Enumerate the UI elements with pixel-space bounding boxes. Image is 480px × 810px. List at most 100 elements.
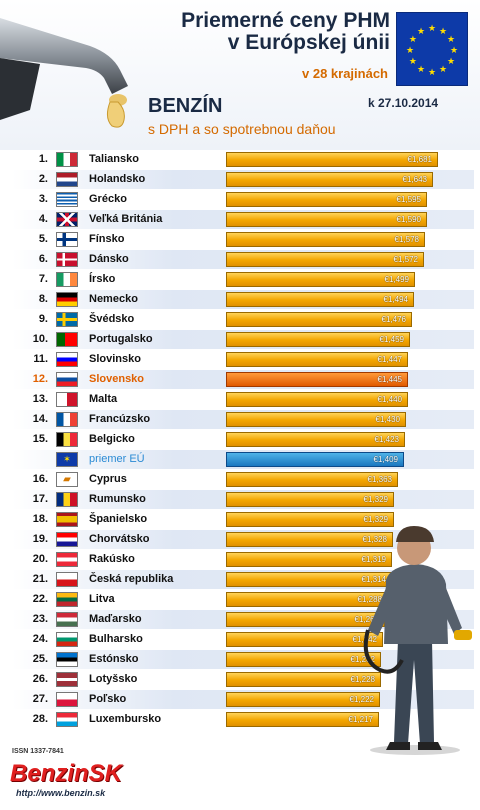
benzinsk-logo[interactable]: BenzinSK xyxy=(10,760,123,787)
rank-label: 17. xyxy=(32,493,48,505)
table-row: 25. Estónsko €1,232 xyxy=(12,650,474,669)
rank-label: 10. xyxy=(32,333,48,345)
svg-text:★: ★ xyxy=(406,45,414,55)
website-link[interactable]: http://www.benzin.sk xyxy=(16,788,106,798)
hr-flag-icon xyxy=(56,532,78,547)
countries-count: v 28 krajinách xyxy=(302,66,388,81)
gr-flag-icon xyxy=(56,192,78,207)
price-value-label: €1,319 xyxy=(361,555,386,564)
table-row: 13. Malta €1,440 xyxy=(12,390,474,409)
fi-flag-icon xyxy=(56,232,78,247)
table-row: 27. Poľsko €1,222 xyxy=(12,690,474,709)
rank-label: 24. xyxy=(32,633,48,645)
table-row: 1. Taliansko €1,681 xyxy=(12,150,474,169)
pl-flag-icon xyxy=(56,692,78,707)
table-row: 22. Litva €1,288 xyxy=(12,590,474,609)
country-name: Taliansko xyxy=(89,153,139,165)
se-flag-icon xyxy=(56,312,78,327)
price-bar: €1,572 xyxy=(226,252,424,267)
lu-flag-icon xyxy=(56,712,78,727)
rank-label: 3. xyxy=(38,193,48,205)
rank-label: 1. xyxy=(38,153,48,165)
country-name: Írsko xyxy=(89,273,116,285)
table-row: 2. Holandsko €1,643 xyxy=(12,170,474,189)
price-bar: €1,329 xyxy=(226,512,394,527)
fuel-type-label: BENZÍN xyxy=(148,95,223,117)
rank-label: 22. xyxy=(32,593,48,605)
price-bar: €1,494 xyxy=(226,292,414,307)
country-name: Estónsko xyxy=(89,653,139,665)
fuel-nozzle-icon xyxy=(0,18,128,128)
page-title: Priemerné ceny PHM v Európskej únii xyxy=(120,10,390,54)
rank-label: 23. xyxy=(32,613,48,625)
price-value-label: €1,643 xyxy=(402,175,427,184)
rank-label: 28. xyxy=(32,713,48,725)
price-value-label: €1,423 xyxy=(374,435,399,444)
country-name: Luxembursko xyxy=(89,713,162,725)
rank-label: 19. xyxy=(32,533,48,545)
price-value-label: €1,440 xyxy=(377,395,402,404)
eu-average-row: ✶ priemer EÚ €1,409 xyxy=(12,450,474,469)
price-bar: €1,319 xyxy=(226,552,392,567)
table-row: 10. Portugalsko €1,459 xyxy=(12,330,474,349)
table-row: 16. ▰ Cyprus €1,363 xyxy=(12,470,474,489)
rank-label: 11. xyxy=(33,353,48,365)
table-row: 20. Rakúsko €1,319 xyxy=(12,550,474,569)
fr-flag-icon xyxy=(56,412,78,427)
price-value-label: €1,499 xyxy=(384,275,409,284)
price-bar: €1,440 xyxy=(226,392,408,407)
svg-text:★: ★ xyxy=(428,23,436,33)
table-row: 12. Slovensko €1,445 xyxy=(12,370,474,389)
rank-label: 26. xyxy=(32,673,48,685)
svg-text:★: ★ xyxy=(450,45,458,55)
gb-flag-icon xyxy=(56,212,78,227)
title-line-1: Priemerné ceny PHM xyxy=(181,9,390,32)
svg-text:★: ★ xyxy=(417,26,425,36)
price-bar: €1,643 xyxy=(226,172,433,187)
rank-label: 7. xyxy=(38,273,48,285)
price-bar: €1,578 xyxy=(226,232,425,247)
price-value-label: €1,681 xyxy=(407,155,432,164)
rank-label: 20. xyxy=(32,553,48,565)
price-value-label: €1,445 xyxy=(377,375,402,384)
bg-flag-icon xyxy=(56,632,78,647)
sk-flag-icon xyxy=(56,372,78,387)
rank-label: 27. xyxy=(32,693,48,705)
country-name: Rumunsko xyxy=(89,493,146,505)
table-row: 23. Maďarsko €1,260 xyxy=(12,610,474,629)
svg-text:★: ★ xyxy=(428,67,436,77)
country-name: Španielsko xyxy=(89,513,148,525)
svg-text:★: ★ xyxy=(417,64,425,74)
price-value-label: €1,328 xyxy=(362,535,387,544)
price-bar: €1,228 xyxy=(226,672,381,687)
table-row: 18. Španielsko €1,329 xyxy=(12,510,474,529)
price-value-label: €1,430 xyxy=(375,415,400,424)
country-name: Bulharsko xyxy=(89,633,143,645)
country-name: Lotyšsko xyxy=(89,673,138,685)
rank-label: 16. xyxy=(32,473,48,485)
cz-flag-icon xyxy=(56,572,78,587)
mt-flag-icon xyxy=(56,392,78,407)
price-bar: €1,499 xyxy=(226,272,415,287)
country-name: Malta xyxy=(89,393,118,405)
price-value-label: €1,494 xyxy=(383,295,408,304)
price-value-label: €1,288 xyxy=(357,595,382,604)
price-value-label: €1,222 xyxy=(349,695,374,704)
country-name: Francúzsko xyxy=(89,413,151,425)
rank-label: 8. xyxy=(38,293,48,305)
svg-text:★: ★ xyxy=(447,34,455,44)
table-row: 4. Veľká Británia €1,590 xyxy=(12,210,474,229)
country-name: Holandsko xyxy=(89,173,146,185)
rank-label: 4. xyxy=(38,213,48,225)
price-bar: €1,681 xyxy=(226,152,438,167)
price-bar: €1,328 xyxy=(226,532,393,547)
subtitle: s DPH a so spotrebnou daňou xyxy=(148,121,336,137)
price-bar: €1,459 xyxy=(226,332,410,347)
price-value-label: €1,595 xyxy=(396,195,421,204)
price-bar: €1,222 xyxy=(226,692,380,707)
country-name: Litva xyxy=(89,593,115,605)
country-name: Chorvátsko xyxy=(89,533,150,545)
price-bar: €1,329 xyxy=(226,492,394,507)
price-value-label: €1,363 xyxy=(367,475,392,484)
gas-station-worker-illustration xyxy=(363,526,472,755)
